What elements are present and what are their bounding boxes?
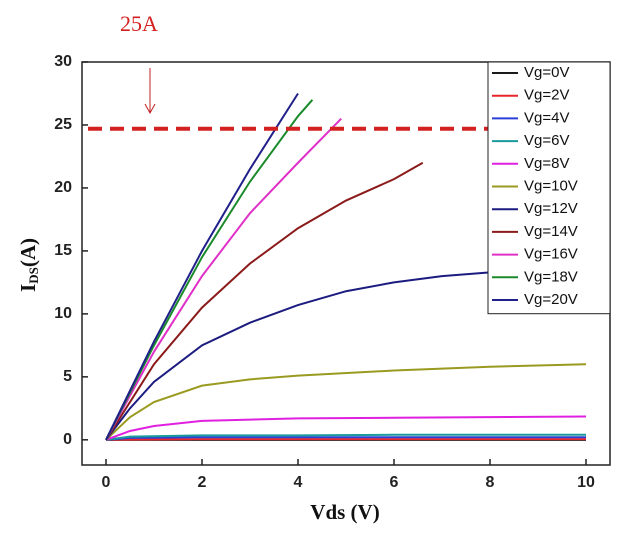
- x-tick-label: 2: [198, 474, 207, 491]
- y-tick-label: 15: [54, 242, 72, 259]
- x-axis-label: Vds (V): [310, 500, 379, 524]
- y-label-unit: (A): [16, 238, 40, 267]
- y-tick-label: 5: [63, 368, 72, 385]
- legend-box: [487, 61, 611, 315]
- legend-label: Vg=0V: [524, 64, 569, 81]
- annotation: 25A: [120, 11, 158, 36]
- x-tick-label: 4: [294, 474, 303, 491]
- series-line: [105, 438, 586, 441]
- y-tick-label: 10: [54, 305, 72, 322]
- y-label-main: I: [16, 284, 40, 292]
- y-label-sub: DS: [26, 267, 41, 284]
- x-tick-label: 0: [102, 474, 111, 491]
- legend-label: Vg=10V: [524, 177, 578, 194]
- legend-label: Vg=4V: [524, 109, 569, 126]
- arrow-head: [144, 103, 156, 115]
- y-tick-label: 30: [54, 53, 72, 70]
- x-tick-label: 6: [390, 474, 399, 491]
- legend-label: Vg=20V: [524, 291, 578, 308]
- legend-label: Vg=12V: [524, 200, 578, 217]
- series-line: [105, 99, 314, 441]
- series-line: [105, 363, 587, 441]
- legend-label: Vg=18V: [524, 268, 578, 285]
- series-line: [105, 436, 586, 441]
- x-tick-label: 8: [486, 474, 495, 491]
- legend-label: Vg=16V: [524, 246, 578, 263]
- legend-label: Vg=6V: [524, 132, 569, 149]
- series-line: [105, 117, 342, 441]
- legend-label: Vg=14V: [524, 223, 578, 240]
- y-tick-label: 25: [54, 116, 72, 133]
- series-line: [105, 161, 424, 441]
- series-line: [105, 271, 491, 441]
- series-line: [105, 433, 586, 441]
- y-tick-label: 20: [54, 179, 72, 196]
- series-line: [105, 92, 299, 441]
- series-line: [105, 415, 587, 441]
- y-axis-label: IDS(A): [16, 238, 41, 292]
- legend-label: Vg=8V: [524, 155, 569, 172]
- y-tick-label: 0: [63, 431, 72, 448]
- legend-label: Vg=2V: [524, 87, 569, 104]
- x-tick-label: 10: [577, 474, 595, 491]
